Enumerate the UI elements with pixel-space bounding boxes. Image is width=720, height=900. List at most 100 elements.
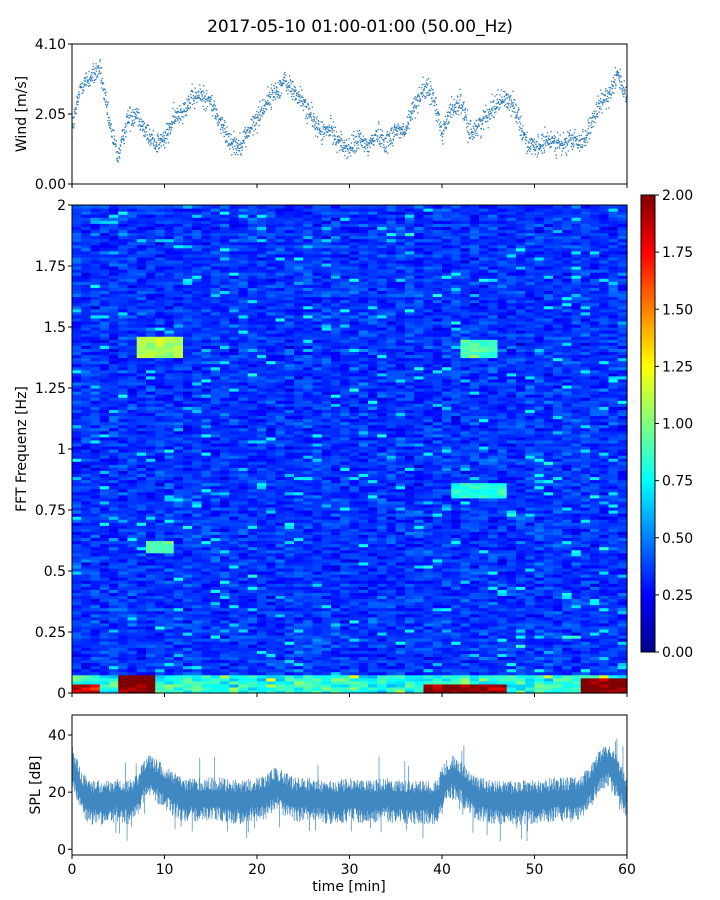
wind-point [101, 77, 103, 80]
wind-point [425, 92, 427, 94]
spectrogram-cell [164, 418, 175, 423]
spectrogram-cell [136, 574, 147, 578]
spectrogram-cell [220, 226, 230, 230]
spectrogram-cell [90, 571, 101, 575]
spectrogram-cell [201, 680, 212, 685]
wind-point [295, 89, 297, 91]
wind-point [419, 98, 421, 100]
wind-point [160, 138, 163, 140]
spectrogram-cell [220, 564, 230, 569]
spectrogram-cell [210, 445, 221, 450]
spectrogram-cell [192, 241, 203, 246]
spectrogram-cell [173, 238, 184, 243]
wind-frame [71, 43, 628, 185]
wind-point [224, 121, 226, 124]
wind-point [288, 84, 291, 87]
wind-point [305, 105, 308, 108]
spectrogram-cell [118, 671, 129, 676]
spectrogram-cell [155, 680, 166, 685]
spectrogram-cell [220, 619, 230, 624]
wind-point [288, 86, 290, 88]
spectrogram-cell [220, 476, 230, 481]
spectrogram-cell [90, 278, 101, 282]
wind-point [326, 130, 328, 133]
spectrogram-cell [192, 613, 203, 618]
wind-point [511, 105, 513, 107]
wind-point [552, 137, 554, 139]
spectrogram-cell [90, 290, 101, 295]
wind-point [107, 119, 109, 122]
spectrogram-cell [127, 217, 138, 221]
wind-point [405, 126, 408, 128]
wind-point [434, 102, 436, 104]
spectrogram-cell [118, 516, 129, 520]
wind-point [577, 147, 579, 149]
wind-point [587, 119, 589, 121]
spectrogram-cell [81, 214, 92, 218]
spectrogram-cell [192, 574, 203, 578]
wind-point [173, 122, 176, 125]
wind-point [549, 145, 552, 148]
spectrogram-cell [146, 342, 156, 346]
wind-point [354, 144, 356, 146]
spectrogram-cell [229, 668, 240, 673]
wind-point [456, 95, 459, 97]
wind-point [174, 120, 176, 122]
wind-point [103, 98, 106, 100]
spectrogram-cell [136, 644, 147, 648]
spectrogram-cell [118, 308, 129, 313]
spectrogram-cell [183, 628, 193, 633]
wind-point [610, 97, 612, 99]
wind-point [606, 100, 609, 103]
spectrogram-cell [173, 488, 184, 493]
y-tick-label: 0.00 [35, 177, 66, 193]
spectrogram-cell [81, 592, 92, 596]
spectrogram-cell [127, 220, 138, 224]
wind-point [113, 143, 115, 145]
wind-point [534, 153, 537, 155]
spectrogram-cell [183, 506, 193, 511]
wind-point [387, 134, 389, 136]
spectrogram-cell [210, 464, 221, 468]
wind-point [390, 129, 393, 132]
wind-point [309, 114, 311, 116]
spectrogram-cell [109, 394, 119, 398]
wind-point [471, 138, 474, 140]
spectrogram-cell [155, 567, 166, 572]
spectrogram-cell [90, 208, 101, 212]
wind-point [88, 70, 90, 73]
wind-point [457, 107, 460, 109]
wind-point [411, 103, 413, 105]
spectrogram-cell [109, 555, 119, 560]
wind-point [315, 118, 318, 120]
wind-point [144, 131, 146, 133]
spectrogram-cell [210, 534, 221, 539]
wind-point [256, 113, 258, 115]
spectrogram-cell [220, 397, 230, 401]
wind-point [322, 138, 324, 140]
spectrogram-cell [90, 561, 101, 566]
spectrogram-cell [109, 571, 119, 575]
spectrogram-cell [210, 409, 221, 413]
spectrogram-cell [146, 330, 156, 334]
spectrogram-cell [173, 647, 184, 651]
spectrogram-cell [183, 680, 193, 685]
spectrogram-cell [210, 665, 221, 670]
spectrogram-cell [173, 400, 184, 404]
wind-point [203, 108, 205, 111]
wind-point [212, 104, 215, 106]
wind-point [477, 119, 479, 121]
wind-point [460, 112, 462, 114]
spectrogram-cell [146, 366, 156, 371]
spectrogram-cell [118, 647, 129, 651]
spectrogram-cell [164, 436, 175, 441]
spectrogram-cell [72, 266, 82, 270]
wind-point [510, 115, 512, 117]
spectrogram-cell [201, 635, 212, 639]
wind-point [576, 138, 578, 140]
spectrogram-cell [183, 558, 193, 563]
spectrogram-cell [210, 266, 221, 270]
wind-point [278, 95, 280, 97]
spectrogram-cell [109, 235, 119, 240]
wind-point [164, 132, 167, 134]
